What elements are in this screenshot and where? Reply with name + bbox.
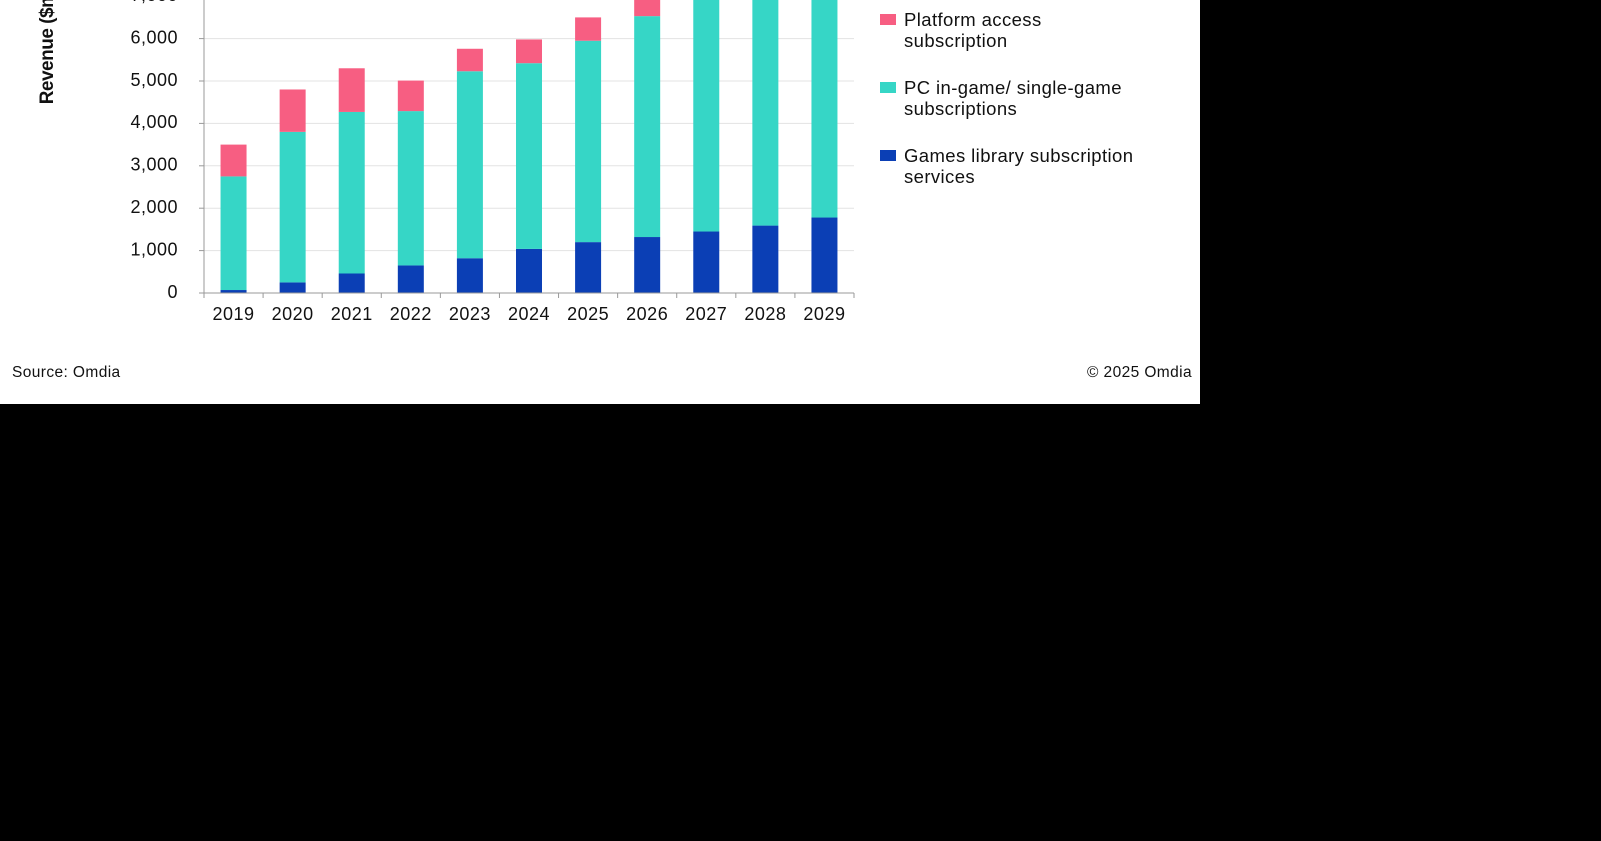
y-tick-label: 5,000 (130, 70, 178, 90)
bar-segment (752, 0, 779, 226)
x-tick-label: 2027 (685, 304, 727, 324)
bar-segment (575, 242, 602, 293)
chart-panel: Revenue ($m) 0 1,000 2,000 3,000 4,000 5,000 6… (0, 0, 1200, 404)
bar-segment (397, 111, 424, 266)
bar-segment (516, 39, 542, 64)
bar-segment (634, 0, 661, 17)
bar-segment (752, 225, 779, 293)
legend-item: Platform access subscription (880, 9, 1150, 51)
legend-swatch (880, 82, 896, 93)
bar-segment (811, 217, 838, 293)
bar-segment (516, 248, 542, 293)
source: Source: Omdia (12, 364, 121, 381)
x-tick-label: 2024 (508, 304, 550, 324)
copyright: © 2025 Omdia (1087, 364, 1192, 381)
y-tick-label: 4,000 (130, 112, 178, 132)
legend-item: PC in-game/ single-game subscriptions (880, 77, 1150, 119)
bar-segment (575, 40, 602, 243)
legend: Platform access subscription PC in-game/ … (880, 9, 1150, 213)
bar-segment (279, 89, 306, 132)
bar-segment (220, 144, 247, 177)
bar-segment (338, 68, 365, 112)
x-tick-label: 2026 (626, 304, 668, 324)
bar-segment (811, 0, 838, 218)
bar-segment (634, 16, 661, 238)
y-tick-label: 1,000 (130, 239, 178, 259)
y-axis-title: Revenue ($m) (37, 0, 58, 104)
bar-segment (456, 258, 483, 293)
x-tick-label: 2023 (449, 304, 491, 324)
legend-label: PC in-game/ single-game subscriptions (904, 77, 1122, 119)
legend-swatch (880, 150, 896, 161)
legend-swatch (880, 14, 896, 25)
x-tick-label: 2021 (331, 304, 373, 324)
bar-segment (634, 237, 661, 293)
x-tick-label: 2019 (213, 304, 255, 324)
x-tick-label: 2022 (390, 304, 432, 324)
x-tick-label: 2025 (567, 304, 609, 324)
y-tick-label: 2,000 (130, 197, 178, 217)
bar-segment (397, 80, 424, 112)
x-tick-label: 2028 (744, 304, 786, 324)
bar-segment (516, 63, 542, 249)
legend-item: Games library subscription services (880, 145, 1150, 187)
bar-segment (575, 17, 602, 41)
chart: Revenue ($m) 0 1,000 2,000 3,000 4,000 5,000 6… (37, 0, 855, 324)
bar-segment (456, 48, 483, 72)
bar-segment (456, 71, 483, 259)
bar-segment (338, 111, 365, 274)
bar-segment (397, 265, 424, 293)
bar-segment (693, 231, 720, 293)
legend-label: Platform access subscription (904, 9, 1042, 51)
bar-segment (279, 282, 306, 293)
bar-segment (220, 290, 247, 293)
y-tick-label: 7,000 (130, 0, 178, 5)
legend-label: Games library subscription services (904, 145, 1134, 187)
y-tick-label: 0 (167, 282, 178, 302)
x-tick-label: 2020 (272, 304, 314, 324)
x-tick-label: 2029 (803, 304, 845, 324)
y-tick-label: 6,000 (130, 27, 178, 47)
y-tick-label: 3,000 (130, 155, 178, 175)
bar-segment (220, 176, 247, 291)
bar-segment (693, 0, 720, 232)
bar-segment (279, 131, 306, 283)
bar-segment (338, 273, 365, 293)
